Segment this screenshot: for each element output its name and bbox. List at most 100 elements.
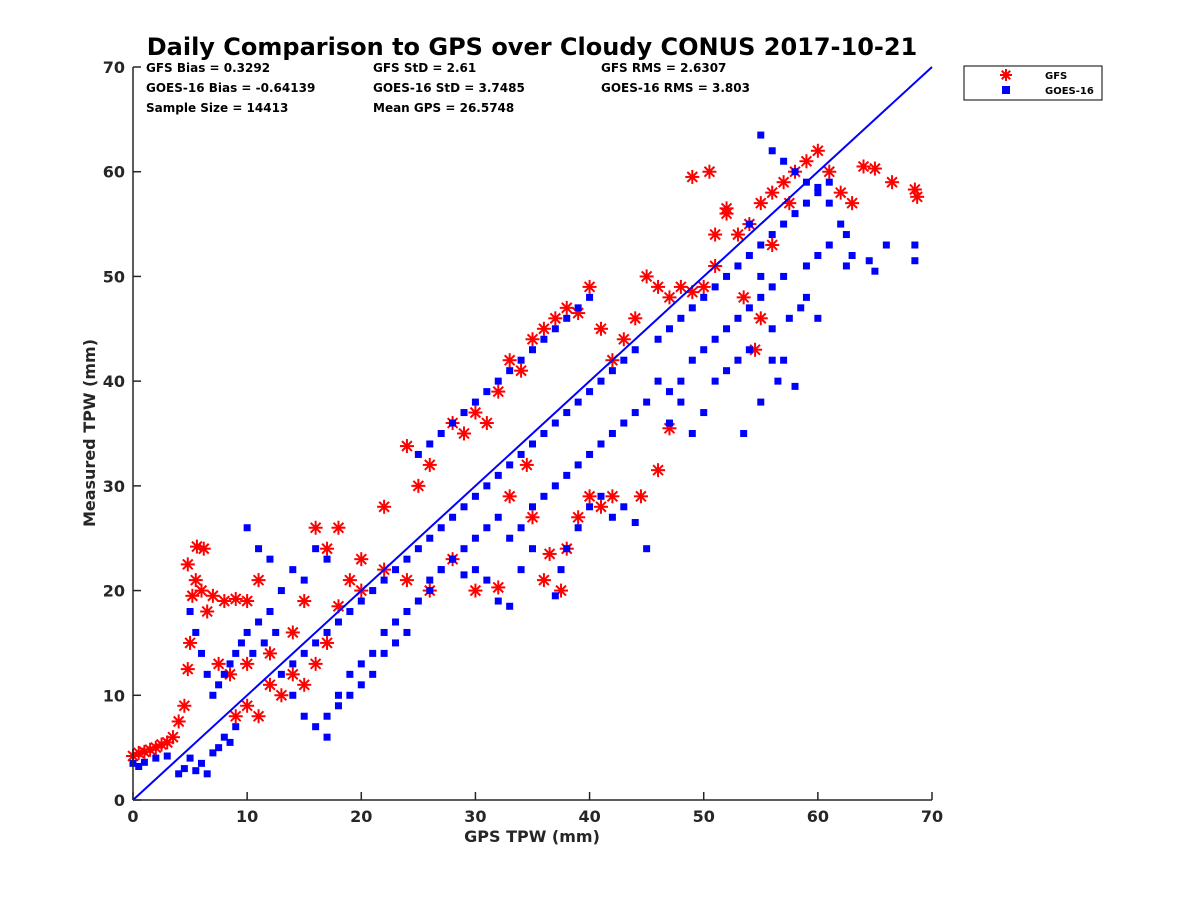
goes16-point <box>517 566 525 574</box>
gfs-point <box>685 169 700 184</box>
goes16-point <box>797 304 805 312</box>
x-tick-label: 10 <box>236 807 258 826</box>
goes16-point <box>494 513 502 521</box>
goes16-point <box>791 382 799 390</box>
goes16-point <box>700 346 708 354</box>
goes16-point <box>300 576 308 584</box>
gfs-point <box>559 300 574 315</box>
goes16-point <box>745 346 753 354</box>
goes16-point <box>357 660 365 668</box>
goes16-point <box>266 608 274 616</box>
stat-goes-bias: GOES-16 Bias = -0.64139 <box>146 81 315 95</box>
y-tick-label: 30 <box>103 477 125 496</box>
goes16-point <box>802 262 810 270</box>
gfs-point <box>399 439 414 454</box>
goes16-point <box>369 587 377 595</box>
goes16-point <box>586 503 594 511</box>
goes16-point <box>471 398 479 406</box>
goes16-point <box>791 168 799 176</box>
goes16-point <box>540 430 548 437</box>
goes16-point <box>842 231 850 239</box>
stat-goes-rms: GOES-16 RMS = 3.803 <box>601 81 750 95</box>
gfs-point <box>502 489 517 504</box>
goes16-point <box>723 325 731 333</box>
goes16-point <box>842 262 850 270</box>
goes16-point <box>802 199 810 207</box>
gfs-point <box>822 164 837 179</box>
goes16-point <box>403 628 411 636</box>
gfs-point <box>856 159 871 174</box>
goes16-point <box>631 409 639 417</box>
gfs-point <box>377 499 392 514</box>
goes16-point <box>911 257 919 265</box>
x-tick-label: 40 <box>578 807 600 826</box>
gfs-point <box>605 489 620 504</box>
goes16-point <box>426 534 434 542</box>
goes16-point <box>814 189 822 197</box>
goes16-point <box>677 398 685 406</box>
goes16-point <box>220 670 228 678</box>
gfs-point <box>320 541 335 556</box>
gfs-point <box>765 185 780 200</box>
goes16-point <box>392 566 400 574</box>
gfs-point <box>240 594 255 609</box>
goes16-point <box>334 618 342 626</box>
stat-goes-std: GOES-16 StD = 3.7485 <box>373 81 525 95</box>
gfs-point <box>651 463 666 478</box>
goes16-point <box>392 618 400 626</box>
y-tick-label: 70 <box>103 58 125 77</box>
gfs-point <box>331 520 346 535</box>
goes16-point <box>574 461 582 469</box>
goes16-point <box>688 430 696 437</box>
gfs-point <box>177 698 192 713</box>
goes16-point <box>243 628 251 636</box>
goes16-point <box>506 602 514 610</box>
gfs-point <box>251 573 266 588</box>
goes16-point <box>334 691 342 699</box>
gfs-point <box>479 416 494 431</box>
gfs-point <box>536 321 551 336</box>
gfs-point <box>285 667 300 682</box>
goes16-point <box>449 419 457 427</box>
gfs-point <box>548 311 563 326</box>
goes16-point <box>209 691 217 699</box>
goes16-point <box>825 178 833 186</box>
goes16-point <box>449 555 457 563</box>
y-axis-label: Measured TPW (mm) <box>80 339 99 527</box>
gfs-point <box>593 321 608 336</box>
goes16-point <box>226 660 234 668</box>
gfs-point <box>633 489 648 504</box>
goes16-point <box>711 377 719 385</box>
goes16-point <box>506 461 514 469</box>
stat-gfs-rms: GFS RMS = 2.6307 <box>601 61 726 75</box>
goes16-point <box>334 702 342 710</box>
goes16-point <box>163 752 171 760</box>
goes16-point <box>529 545 536 553</box>
gfs-point <box>165 730 180 745</box>
goes16-point <box>597 440 605 448</box>
gfs-point <box>320 635 335 650</box>
gfs-point <box>228 591 243 606</box>
goes16-point <box>768 356 776 364</box>
goes16-point <box>506 367 514 375</box>
goes16-point <box>768 147 776 155</box>
goes16-point <box>563 409 571 417</box>
goes16-point <box>677 314 685 322</box>
gfs-point <box>719 201 734 216</box>
gfs-point <box>194 583 209 598</box>
goes16-point <box>255 618 263 626</box>
goes16-point <box>734 262 742 270</box>
gfs-point <box>468 583 483 598</box>
gfs-point <box>651 279 666 294</box>
goes16-point <box>631 346 639 354</box>
gfs-point <box>639 269 654 284</box>
goes16-point <box>237 639 245 647</box>
goes16-point <box>551 592 559 600</box>
y-tick-label: 20 <box>103 582 125 601</box>
goes16-point <box>517 356 525 364</box>
goes16-point <box>460 545 468 553</box>
goes16-point <box>608 367 616 375</box>
goes16-point <box>757 241 765 249</box>
goes16-point <box>255 545 263 553</box>
